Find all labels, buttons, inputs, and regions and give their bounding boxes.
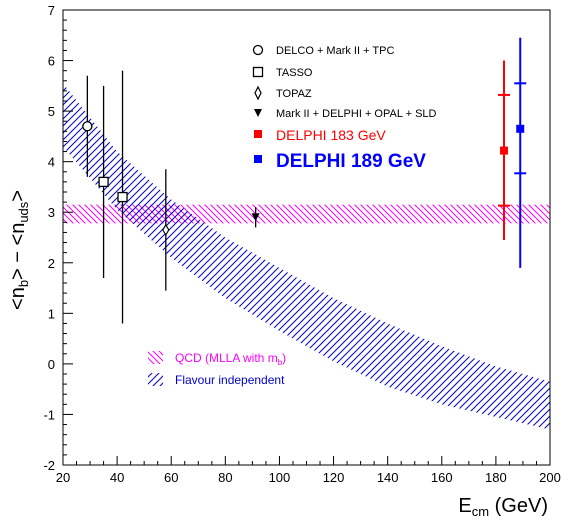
data-point — [251, 213, 260, 222]
y-tick-label: 3 — [48, 205, 55, 220]
qcd-label-main: QCD (MLLA with m — [175, 351, 278, 365]
legend-label-delphi183: DELPHI 183 GeV — [276, 127, 386, 143]
band-legend-label-flavour: Flavour independent — [175, 373, 285, 387]
points-layer — [82, 37, 527, 324]
legend-label-topaz: TOPAZ — [276, 88, 312, 100]
legend-item-markii: Mark II + DELPHI + OPAL + SLD — [254, 108, 437, 120]
legend-marker-red-square — [254, 130, 262, 138]
legend-marker-diamond — [254, 85, 262, 101]
y-axis-title-a: <n — [7, 287, 29, 310]
legend-item-delco: DELCO + Mark II + TPC — [252, 44, 394, 57]
x-tick-label: 140 — [377, 470, 399, 485]
y-axis-title-c: > — [7, 190, 29, 202]
legend-item-delphi189: DELPHI 189 GeV — [254, 151, 426, 172]
legend-item-topaz: TOPAZ — [254, 85, 312, 101]
data-point — [82, 121, 93, 132]
y-tick-label: -2 — [43, 458, 55, 473]
legend-label-delco: DELCO + Mark II + TPC — [276, 45, 394, 57]
x-tick-label: 60 — [164, 470, 178, 485]
x-axis-title-main: E — [458, 495, 471, 517]
y-tick-label: 6 — [48, 54, 55, 69]
x-axis-title-sub: cm — [472, 504, 489, 519]
x-tick-label: 160 — [431, 470, 453, 485]
x-tick-label: 20 — [56, 470, 70, 485]
qcd-label-sub: b — [278, 358, 283, 367]
legend-item-delphi183: DELPHI 183 GeV — [254, 127, 386, 143]
data-point — [117, 191, 128, 203]
legend-marker-triangle — [254, 109, 262, 117]
y-tick-label: 5 — [48, 104, 55, 119]
y-axis-title-a-sub: b — [16, 280, 31, 287]
y-tick-label: 2 — [48, 256, 55, 271]
band-1 — [63, 83, 550, 430]
bands-layer — [63, 83, 550, 430]
data-point — [516, 124, 525, 133]
x-axis-title-unit: (GeV) — [489, 495, 548, 517]
x-tick-label: 100 — [269, 470, 291, 485]
legend-marker-blue-square — [254, 155, 262, 163]
legend-item-tasso: TASSO — [252, 66, 313, 79]
data-point — [98, 176, 109, 188]
legend-label-tasso: TASSO — [276, 67, 313, 79]
y-tick-label: -1 — [43, 407, 55, 422]
y-tick-label: 4 — [48, 155, 55, 170]
y-axis-title-b: > − <n — [7, 223, 29, 280]
x-axis-title: Ecm (GeV) — [458, 495, 548, 519]
band-legend-swatch-qcd — [148, 351, 163, 364]
y-axis-title: <nb> − <nuds> — [7, 190, 31, 310]
y-tick-label: 7 — [48, 3, 55, 18]
data-point — [500, 146, 509, 155]
y-tick-label: 0 — [48, 357, 55, 372]
legend-label-markii: Mark II + DELPHI + OPAL + SLD — [276, 108, 437, 120]
legend: DELCO + Mark II + TPC TASSO TOPAZ Mark I… — [252, 44, 437, 172]
band-legend-swatch-flavour — [148, 373, 163, 386]
legend-marker-square — [252, 66, 264, 78]
legend-label-delphi189: DELPHI 189 GeV — [276, 151, 426, 172]
band-legend: QCD (MLLA with mb) Flavour independent — [148, 351, 286, 387]
data-point — [162, 223, 170, 236]
legend-marker-circle — [252, 44, 264, 56]
band-legend-label-qcd: QCD (MLLA with mb) — [175, 351, 286, 367]
y-axis-title-b-sub: uds — [16, 201, 31, 222]
x-tick-label: 40 — [110, 470, 124, 485]
ticks-layer — [62, 9, 551, 466]
x-tick-label: 180 — [485, 470, 507, 485]
ticklabels-layer: 20 40 60 80 100 120 140 160 180 200 -2 -1 0 1 2 3 4 5 6 7 — [43, 3, 560, 485]
x-tick-label: 200 — [539, 470, 561, 485]
x-tick-label: 80 — [218, 470, 232, 485]
qcd-label-tail: ) — [282, 351, 286, 365]
y-tick-label: 1 — [48, 306, 55, 321]
x-tick-label: 120 — [323, 470, 345, 485]
